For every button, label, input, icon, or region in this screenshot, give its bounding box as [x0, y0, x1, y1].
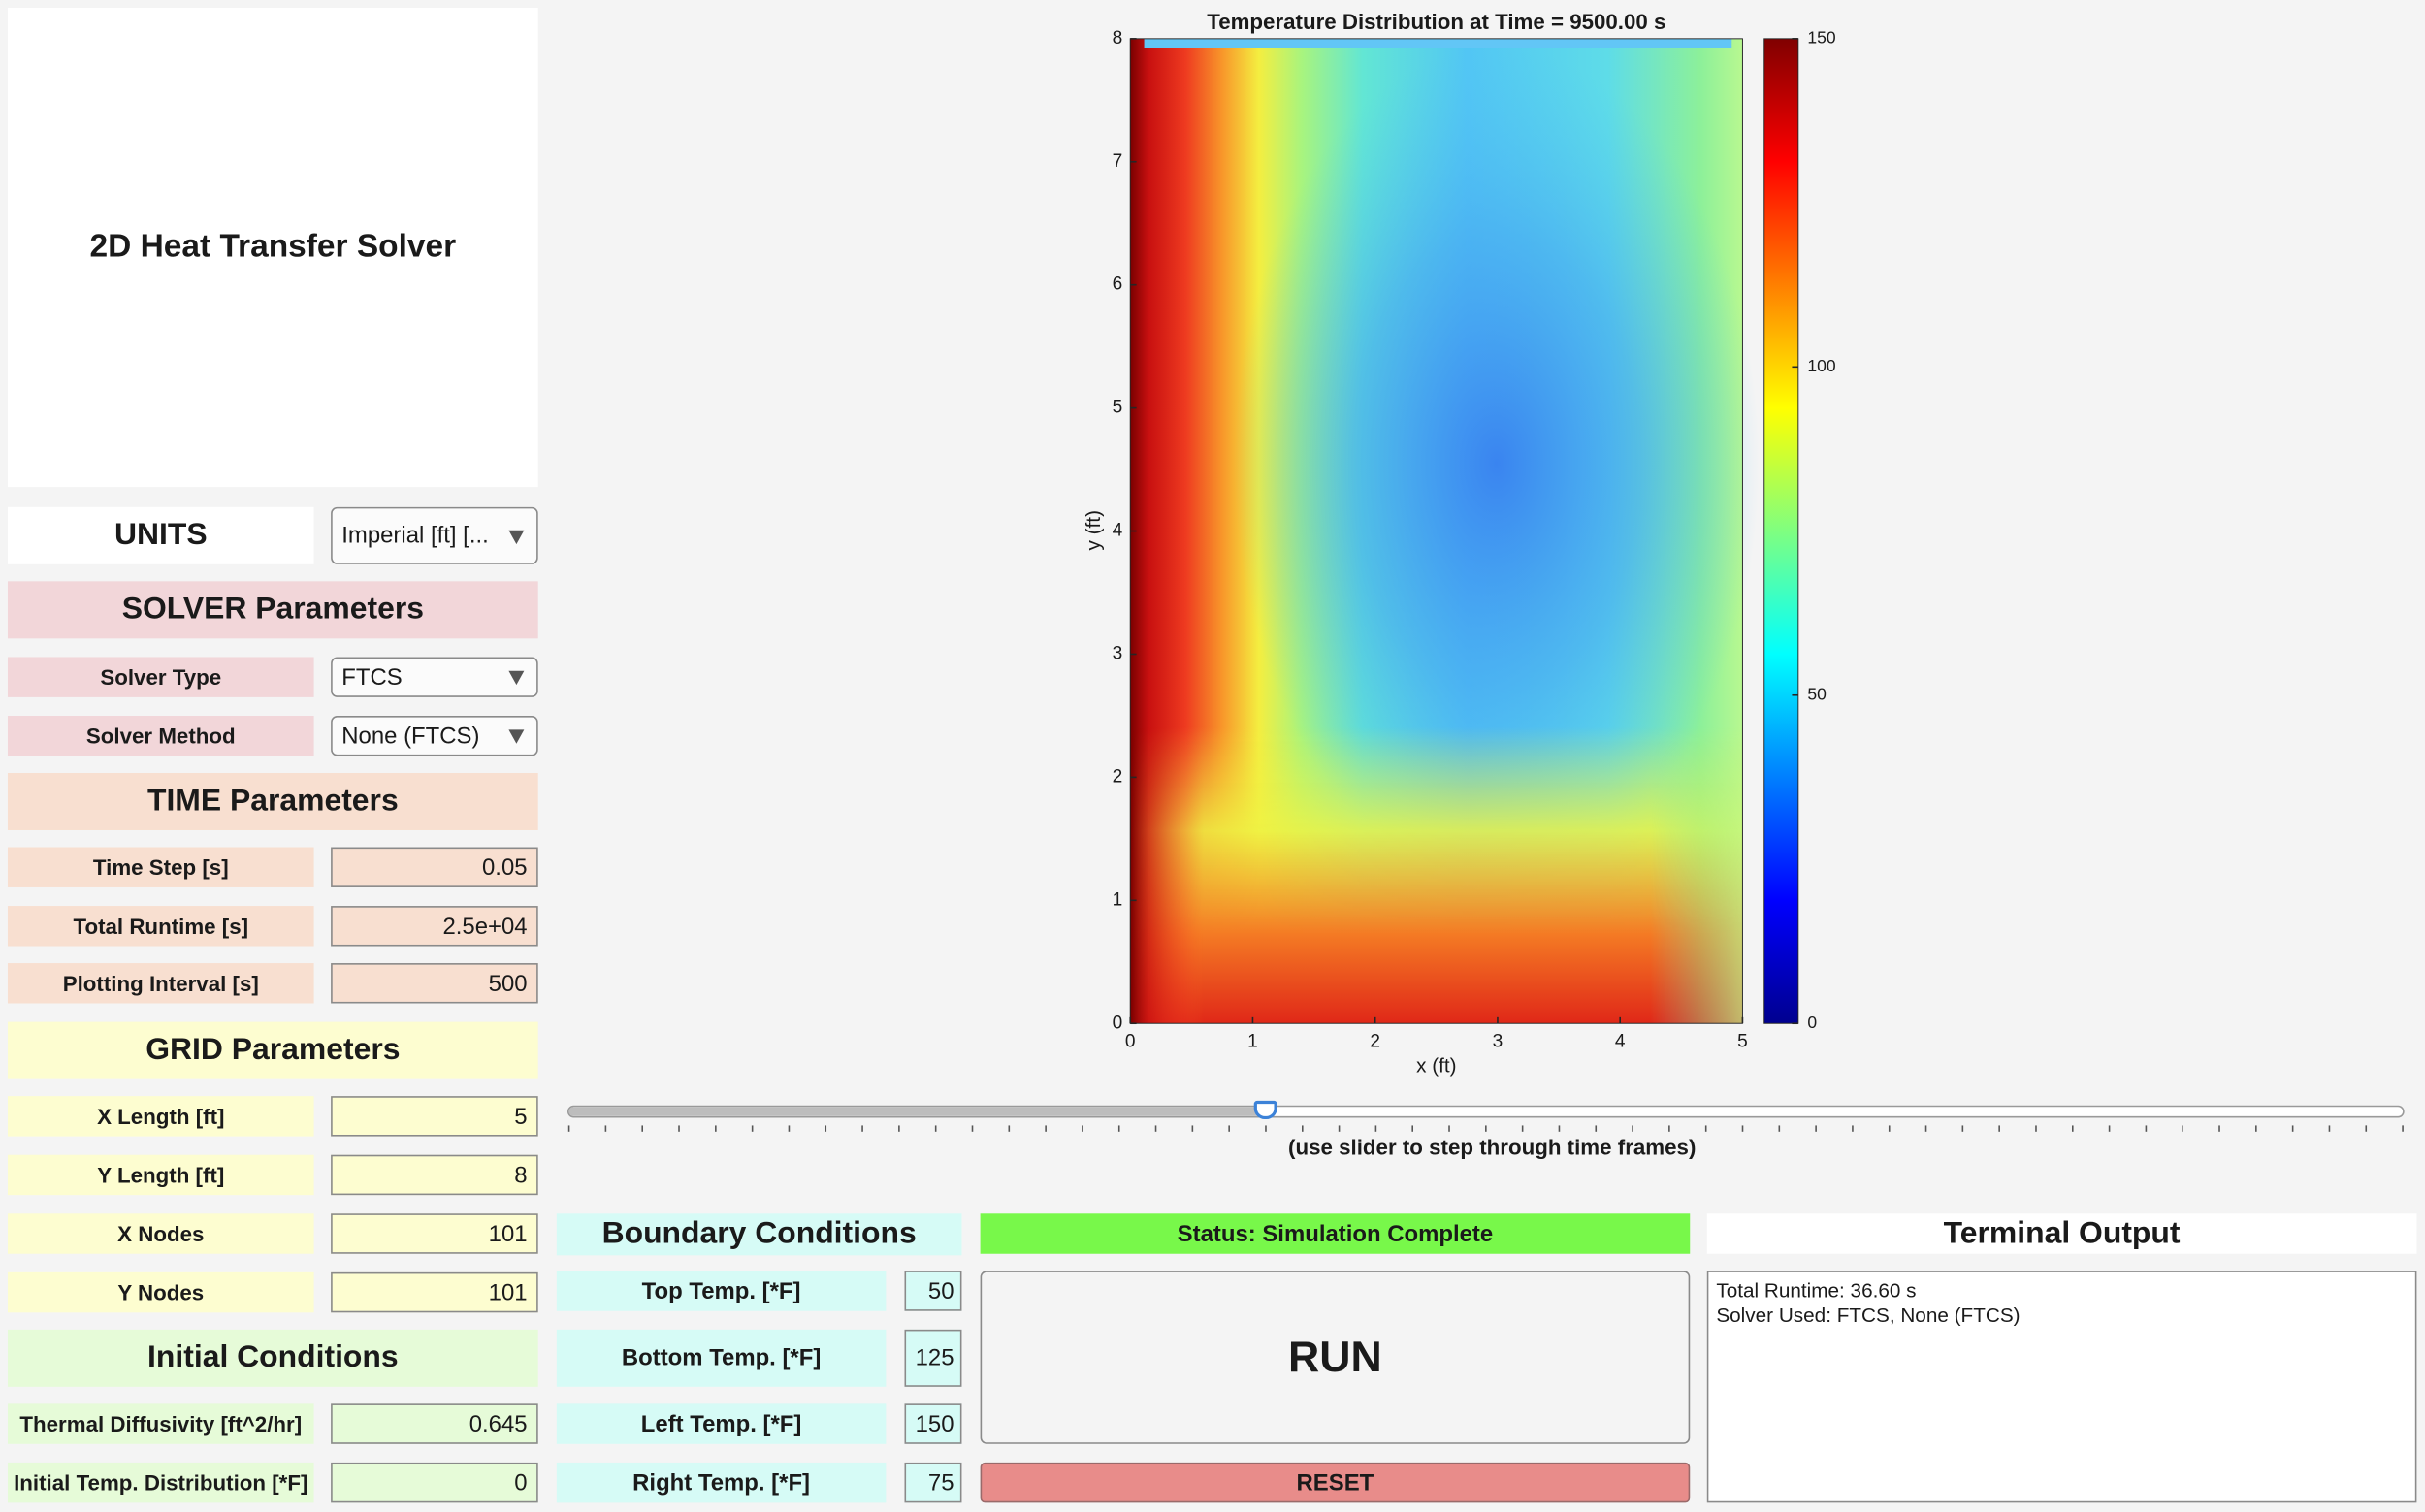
x-axis-label: x (ft)	[1416, 1054, 1456, 1077]
terminal-heading: Terminal Output	[1706, 1213, 2417, 1254]
section-heading: GRID Parameters	[7, 1021, 538, 1079]
section-heading: TIME Parameters	[7, 773, 538, 830]
edit-field[interactable]: 8	[331, 1154, 538, 1196]
x-tick-label: 2	[1370, 1031, 1380, 1051]
edit-field[interactable]: 101	[331, 1213, 538, 1254]
section-heading: SOLVER Parameters	[7, 581, 538, 639]
y-tick-label: 8	[1113, 28, 1123, 48]
status-bar: Status: Simulation Complete	[980, 1213, 1691, 1254]
run-button[interactable]: RUN	[980, 1271, 1691, 1444]
field-label: Solver Type	[7, 657, 314, 697]
edit-field[interactable]: 150	[904, 1403, 962, 1444]
x-tick-label: 4	[1615, 1031, 1626, 1051]
units-label: UNITS	[7, 506, 314, 564]
edit-field[interactable]: 2.5e+04	[331, 906, 538, 947]
slider-fill	[568, 1107, 1267, 1116]
y-tick-label: 4	[1113, 521, 1123, 541]
colorbar-tick-label: 100	[1807, 356, 1835, 375]
y-tick-label: 6	[1113, 274, 1123, 295]
field-label: Thermal Diffusivity [ft^2/hr]	[7, 1403, 314, 1444]
field-label: Left Temp. [*F]	[556, 1403, 887, 1444]
terminal-line: Total Runtime: 36.60 s	[1716, 1278, 1917, 1303]
y-tick-label: 7	[1113, 151, 1123, 172]
app-title: 2D Heat Transfer Solver	[7, 7, 538, 488]
slider-track[interactable]	[566, 1105, 2405, 1118]
field-label: Initial Temp. Distribution [*F]	[7, 1462, 314, 1503]
colorbar-tick-label: 0	[1807, 1013, 1817, 1032]
x-tick-label: 5	[1737, 1031, 1748, 1051]
dropdown[interactable]: None (FTCS)	[331, 716, 538, 756]
y-tick-label: 3	[1113, 644, 1123, 664]
field-label: Y Length [ft]	[7, 1154, 314, 1196]
slider-thumb[interactable]	[1253, 1100, 1277, 1120]
field-label: Top Temp. [*F]	[556, 1271, 887, 1311]
edit-field[interactable]: 0.05	[331, 847, 538, 887]
y-tick-label: 5	[1113, 398, 1123, 418]
field-label: Solver Method	[7, 716, 314, 756]
colorbar-frame	[1763, 38, 1799, 1024]
x-tick-label: 0	[1125, 1031, 1136, 1051]
x-tick-label: 3	[1493, 1031, 1504, 1051]
field-label: Y Nodes	[7, 1271, 314, 1313]
section-heading: Initial Conditions	[7, 1329, 538, 1387]
edit-field[interactable]: 75	[904, 1462, 962, 1503]
reset-button[interactable]: RESET	[980, 1462, 1691, 1503]
colorbar	[1763, 38, 1798, 1024]
field-label: Right Temp. [*F]	[556, 1462, 887, 1503]
edit-field[interactable]: 125	[904, 1329, 962, 1387]
colorbar-tick-label: 150	[1807, 27, 1835, 47]
units-dropdown[interactable]: Imperial [ft] [...	[331, 506, 538, 564]
terminal-line: Solver Used: FTCS, None (FTCS)	[1716, 1303, 2021, 1327]
edit-field[interactable]: 101	[331, 1271, 538, 1313]
field-label: Plotting Interval [s]	[7, 963, 314, 1004]
x-tick-label: 1	[1247, 1031, 1258, 1051]
field-label: Bottom Temp. [*F]	[556, 1329, 887, 1387]
field-label: X Nodes	[7, 1213, 314, 1254]
dropdown[interactable]: FTCS	[331, 657, 538, 697]
slider-hint: (use slider to step through time frames)	[1288, 1134, 1697, 1160]
edit-field[interactable]: 500	[331, 963, 538, 1004]
section-heading: Boundary Conditions	[556, 1213, 962, 1256]
chart-title: Temperature Distribution at Time = 9500.…	[1207, 10, 1665, 34]
edit-field[interactable]: 0	[331, 1462, 538, 1503]
y-axis-label: y (ft)	[1083, 510, 1105, 550]
field-label: Total Runtime [s]	[7, 906, 314, 947]
edit-field[interactable]: 50	[904, 1271, 962, 1311]
edit-field[interactable]: 0.645	[331, 1403, 538, 1444]
terminal-output: Total Runtime: 36.60 s Solver Used: FTCS,…	[1706, 1271, 2417, 1503]
colorbar-tick-label: 50	[1807, 684, 1827, 703]
heatmap	[1130, 38, 1760, 1024]
edit-field[interactable]: 5	[331, 1096, 538, 1137]
field-label: X Length [ft]	[7, 1096, 314, 1137]
field-label: Time Step [s]	[7, 847, 314, 887]
y-tick-label: 1	[1113, 889, 1123, 910]
y-tick-label: 2	[1113, 766, 1123, 787]
y-tick-label: 0	[1113, 1013, 1123, 1033]
